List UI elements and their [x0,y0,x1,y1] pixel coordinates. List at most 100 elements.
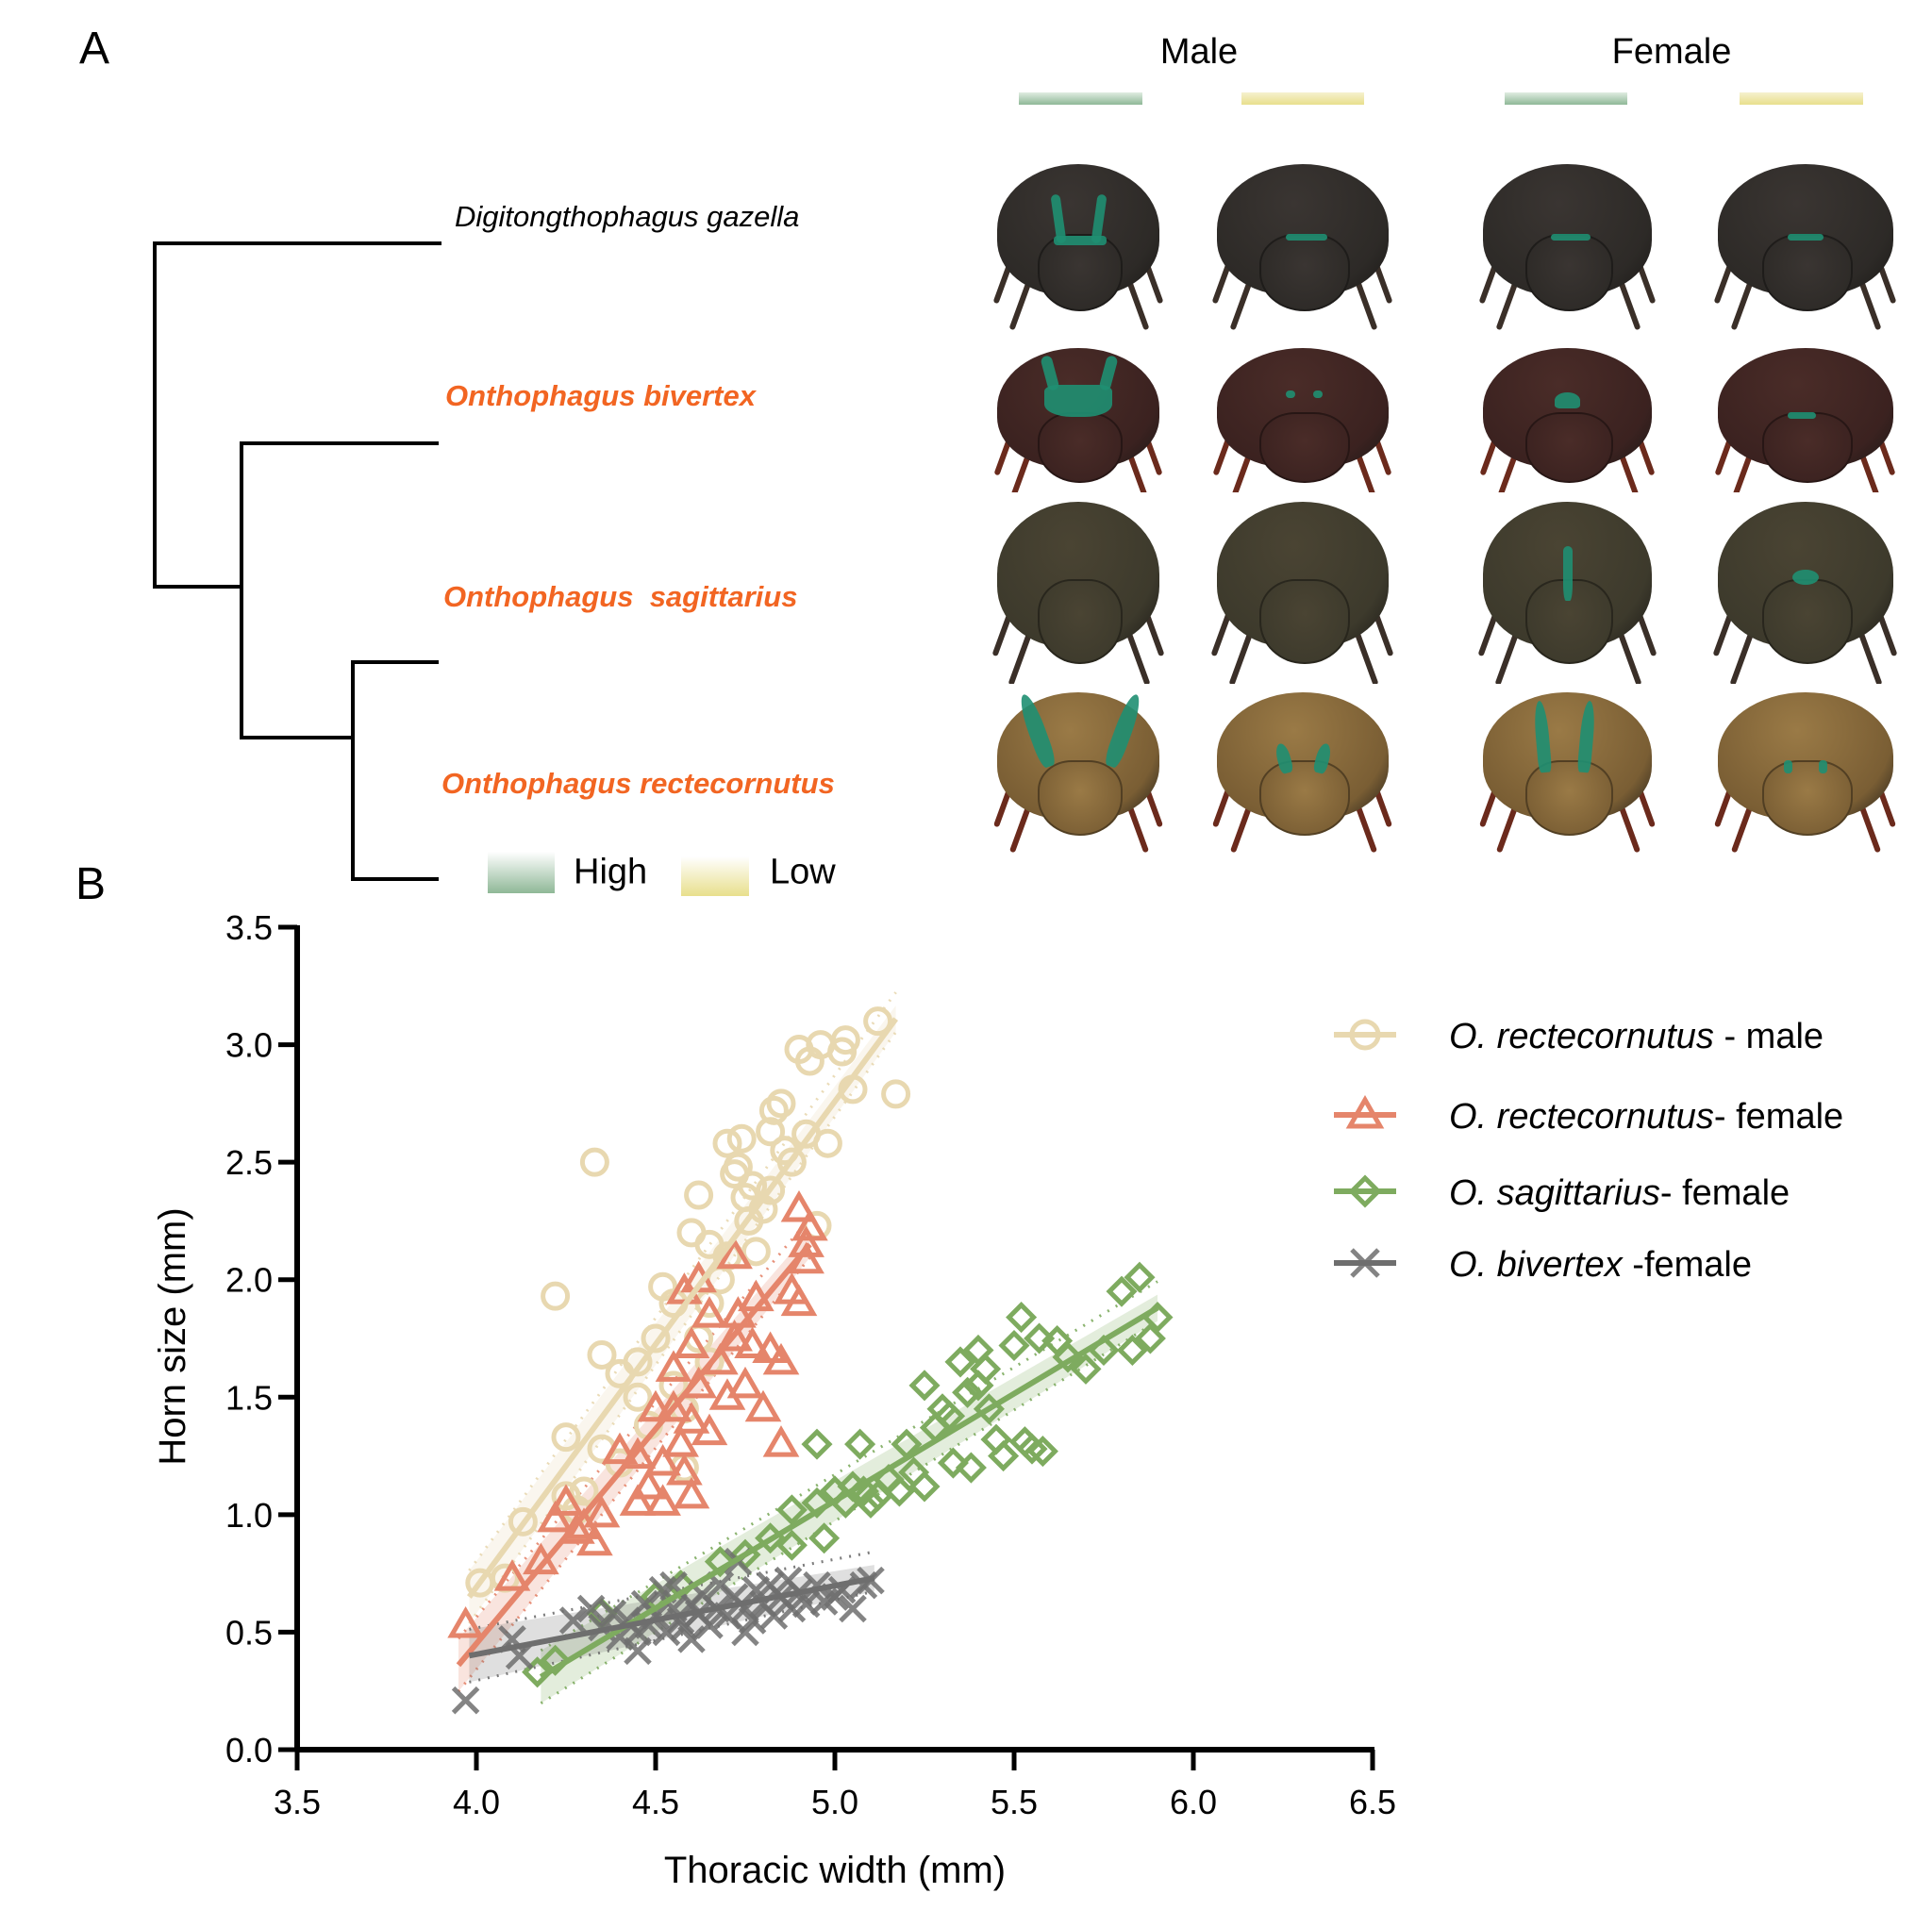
data-point [791,1208,828,1241]
data-point [1116,1334,1148,1366]
data-point [863,1006,893,1037]
column-header-male: Male [1159,32,1239,72]
taxon-label: Onthophagus sagittarius [443,580,798,613]
legend-label: O. rectecornutus - male [1449,1017,1824,1056]
low-key-swatch [681,856,749,896]
data-point [1124,1261,1156,1293]
beetle-photo [977,492,1179,686]
confidence-bound [540,1280,1158,1653]
beetle-head [1524,760,1614,836]
data-point [619,1484,657,1516]
horn-highlight [1550,234,1591,241]
data-point [734,1326,771,1358]
data-point [780,1189,818,1222]
beetle-photo [1462,340,1673,500]
data-point [655,1350,692,1382]
x-tick-label: 4.0 [453,1783,500,1821]
panel-b-label: B [75,859,107,909]
data-point [780,1284,818,1317]
data-point [801,1428,833,1460]
high-key-label: High [574,852,648,892]
beetle-photo [1195,340,1410,500]
data-point [731,1618,759,1647]
data-point [691,1413,728,1446]
data-point [801,1487,833,1519]
beetle-head [1038,579,1123,665]
data-point [673,1402,710,1434]
low-expression-bar [1241,92,1364,105]
data-point [598,1599,627,1628]
data-point [937,1447,969,1479]
y-tick-label: 3.5 [225,908,273,947]
horn-highlight [1285,234,1327,241]
legend-species: O. rectecornutus [1449,1097,1714,1137]
beetle-photo [1195,156,1410,330]
tree-branch [153,585,243,589]
beetle-photo [1696,340,1915,500]
data-point [759,1602,789,1630]
beetle-head [1761,411,1854,483]
data-point [655,1389,692,1422]
tree-branch [153,241,441,245]
low-expression-bar [1740,92,1863,105]
data-point [762,1342,800,1375]
data-point [712,1128,742,1158]
data-point [970,1353,1002,1385]
data-point [776,1147,807,1177]
horn-highlight [1043,384,1113,417]
data-point [741,1237,771,1267]
legend-marker [1345,1094,1385,1129]
data-point [587,1339,617,1370]
y-tick-label: 2.5 [225,1143,273,1182]
horn-highlight [1555,392,1580,409]
data-point [775,1494,808,1526]
high-expression-bar [1505,92,1627,105]
data-point [569,1476,599,1506]
data-point [1026,1436,1058,1468]
beetle-photo [977,156,1179,330]
beetle-head [1259,411,1350,483]
data-point [601,1432,639,1465]
data-point [673,1476,710,1509]
beetle-photo [977,340,1179,500]
data-point [1134,1322,1166,1354]
horn-highlight [1792,570,1819,586]
horn-highlight [1054,236,1107,246]
data-point [830,1025,860,1055]
data-point [447,1605,484,1638]
data-point [541,1281,571,1311]
legend-species: O. sagittarius [1449,1173,1660,1213]
legend-label: O. sagittarius- female [1449,1173,1790,1213]
regression-line [456,1242,812,1668]
regression-line [468,1575,875,1659]
beetle-head [1761,760,1854,836]
data-point [716,1319,753,1352]
high-expression-bar [1019,92,1142,105]
tree-branch [153,241,157,589]
x-tick-label: 3.5 [274,1783,321,1821]
legend-sex: - female [1714,1097,1843,1137]
data-point [808,1522,841,1554]
data-point [1006,1302,1038,1334]
beetle-photo [1696,492,1915,686]
data-point [744,1389,782,1422]
taxon-label: Onthophagus bivertex [445,379,756,412]
data-point [630,1467,667,1500]
data-point [508,1506,538,1537]
data-point [726,1366,764,1399]
data-point [762,1425,800,1457]
regression-line [466,1017,899,1599]
x-tick-label: 6.0 [1170,1783,1217,1821]
data-point [551,1422,581,1453]
legend-label: O. bivertex -female [1449,1245,1752,1285]
data-point [788,1225,824,1257]
data-point [881,1079,911,1109]
legend-marker [1350,1248,1380,1278]
legend-sex: - female [1660,1173,1790,1213]
data-point [812,1128,842,1158]
beetle-head [1038,760,1123,836]
horn-highlight [1783,760,1792,774]
data-point [756,1175,786,1205]
data-point [576,1523,613,1556]
data-point [955,1452,987,1484]
